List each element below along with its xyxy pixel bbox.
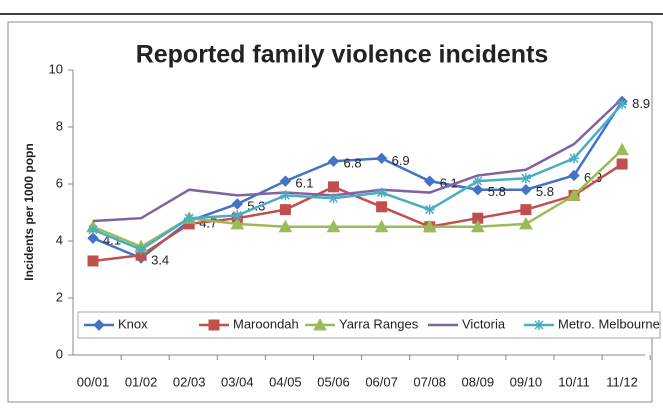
- series-line: [92, 97, 623, 223]
- marker: [615, 142, 629, 156]
- marker: [326, 219, 341, 233]
- marker: [280, 190, 291, 201]
- x-tick-label: 11/12: [606, 374, 638, 389]
- x-tick-label: 01/02: [125, 374, 158, 389]
- marker: [617, 99, 628, 110]
- legend-label: Victoria: [462, 316, 506, 331]
- marker: [327, 155, 340, 167]
- legend-label: Knox: [118, 316, 148, 331]
- marker: [520, 204, 532, 216]
- data-label: 3.4: [151, 253, 169, 268]
- marker: [520, 183, 532, 196]
- marker: [87, 232, 99, 244]
- x-tick-label: 04/05: [269, 374, 302, 389]
- x-tick-label: 00/01: [77, 374, 110, 389]
- x-tick-label: 09/10: [510, 374, 543, 389]
- data-label: 6.1: [295, 176, 313, 191]
- x-tick-label: 07/08: [413, 374, 446, 389]
- data-label: 5.8: [536, 184, 554, 199]
- y-tick-label: 10: [49, 61, 63, 76]
- marker: [93, 319, 105, 331]
- marker: [520, 173, 531, 184]
- data-label: 6.9: [392, 153, 410, 168]
- y-tick-label: 2: [56, 289, 63, 304]
- data-label: 5.8: [488, 184, 506, 199]
- marker: [278, 219, 293, 233]
- marker: [231, 198, 244, 210]
- marker: [567, 188, 581, 201]
- chart-title: Reported family violence incidents: [136, 41, 549, 69]
- marker: [184, 213, 195, 224]
- data-label: 8.9: [632, 96, 650, 111]
- y-tick-label: 0: [56, 346, 63, 361]
- data-label: 6.8: [344, 156, 362, 171]
- series-line: [92, 163, 623, 263]
- marker: [208, 319, 220, 331]
- legend-box: [77, 311, 661, 339]
- legend-label: Metro. Melbourne: [558, 316, 660, 331]
- y-tick-label: 6: [56, 175, 63, 190]
- series-line: [92, 100, 624, 260]
- marker: [519, 216, 533, 230]
- marker: [568, 169, 580, 182]
- marker: [375, 152, 388, 165]
- marker: [569, 153, 579, 164]
- x-tick-label: 10/11: [558, 374, 590, 389]
- marker: [472, 183, 484, 196]
- marker: [87, 255, 99, 267]
- marker: [374, 219, 389, 233]
- marker: [232, 210, 243, 221]
- marker: [136, 244, 147, 255]
- marker: [376, 201, 388, 213]
- marker: [424, 204, 435, 215]
- y-tick-label: 8: [56, 118, 63, 133]
- marker: [88, 224, 98, 235]
- x-tick-label: 06/07: [365, 374, 398, 389]
- marker: [279, 175, 292, 187]
- marker: [328, 181, 339, 193]
- marker: [422, 219, 437, 233]
- x-tick-label: 03/04: [221, 374, 254, 389]
- marker: [470, 219, 485, 233]
- marker: [279, 204, 291, 216]
- marker: [534, 320, 544, 330]
- x-tick-label: 08/09: [462, 374, 495, 389]
- legend-label: Maroondah: [233, 316, 299, 331]
- marker: [616, 158, 628, 170]
- marker: [376, 187, 387, 198]
- series-line: [92, 103, 624, 251]
- y-tick-label: 4: [56, 232, 63, 247]
- x-tick-label: 05/06: [317, 374, 350, 389]
- x-tick-label: 02/03: [173, 374, 206, 389]
- marker: [472, 176, 483, 187]
- marker: [328, 193, 339, 204]
- chart-frame: [7, 21, 653, 403]
- marker: [230, 216, 245, 230]
- marker: [423, 175, 436, 187]
- y-axis-label: Incidents per 1000 popn: [22, 143, 36, 280]
- marker: [313, 317, 327, 331]
- legend-label: Yarra Ranges: [339, 316, 419, 331]
